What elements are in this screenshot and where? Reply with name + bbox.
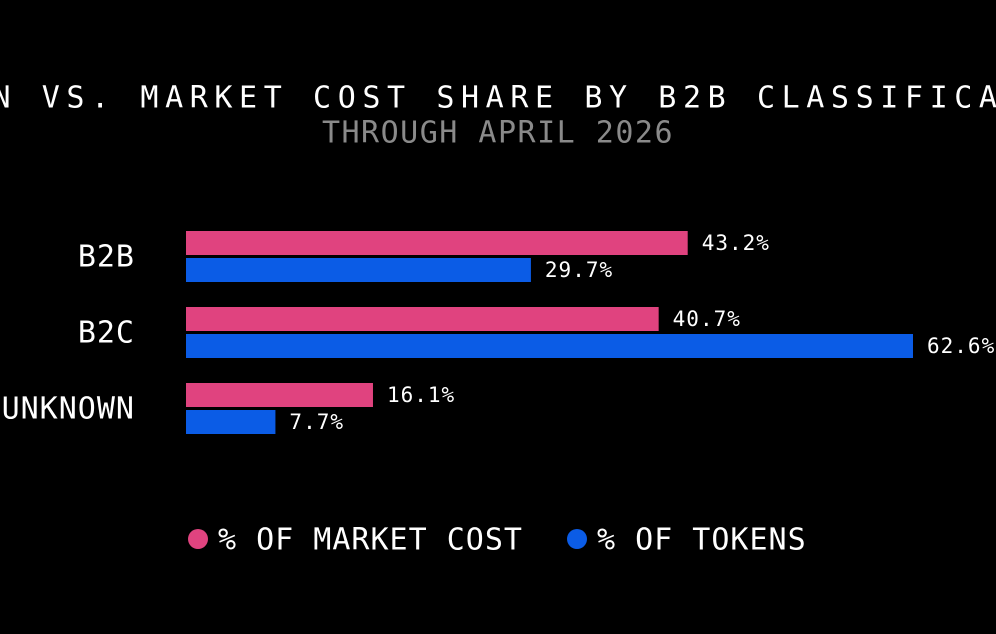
legend-label: % OF MARKET COST xyxy=(218,523,523,558)
value-label: 16.1% xyxy=(387,383,455,407)
legend-label: % OF TOKENS xyxy=(597,523,807,558)
category-label: UNKNOWN xyxy=(2,392,135,427)
value-label: 43.2% xyxy=(702,231,770,255)
chart-title: TOKEN VS. MARKET COST SHARE BY B2B CLASS… xyxy=(0,81,996,116)
bar xyxy=(186,307,659,331)
bar xyxy=(186,334,913,358)
value-label: 40.7% xyxy=(673,307,741,331)
category-label: B2C xyxy=(78,316,135,351)
bar xyxy=(186,410,276,434)
legend-marker xyxy=(188,529,208,549)
bar xyxy=(186,383,373,407)
value-label: 29.7% xyxy=(545,258,613,282)
chart-subtitle: THROUGH APRIL 2026 xyxy=(322,116,674,151)
value-label: 7.7% xyxy=(289,410,344,434)
bar xyxy=(186,258,531,282)
legend-marker xyxy=(567,529,587,549)
category-label: B2B xyxy=(78,240,135,275)
value-label: 62.6% xyxy=(927,334,995,358)
bar xyxy=(186,231,688,255)
